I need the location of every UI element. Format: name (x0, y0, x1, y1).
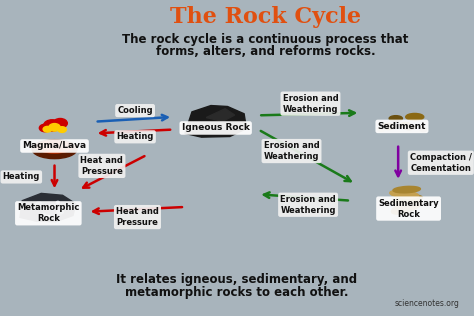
Circle shape (33, 208, 36, 210)
Circle shape (57, 210, 64, 214)
Text: It relates igneous, sedimentary, and: It relates igneous, sedimentary, and (117, 273, 357, 286)
Circle shape (43, 126, 52, 132)
Circle shape (41, 213, 46, 216)
Text: Heat and
Pressure: Heat and Pressure (116, 207, 159, 227)
Ellipse shape (37, 141, 72, 153)
Text: Erosion and
Weathering: Erosion and Weathering (264, 141, 319, 161)
Circle shape (58, 127, 66, 132)
Text: Erosion and
Weathering: Erosion and Weathering (283, 94, 338, 114)
Ellipse shape (382, 123, 396, 130)
Text: The Rock Cycle: The Rock Cycle (170, 6, 361, 28)
Text: metamorphic rocks to each other.: metamorphic rocks to each other. (125, 286, 349, 299)
Text: sciencenotes.org: sciencenotes.org (395, 299, 460, 308)
Circle shape (49, 204, 57, 210)
Circle shape (47, 216, 50, 217)
Text: Erosion and
Weathering: Erosion and Weathering (280, 195, 336, 215)
Ellipse shape (406, 113, 424, 120)
Ellipse shape (389, 116, 402, 121)
Ellipse shape (403, 125, 415, 130)
Circle shape (36, 202, 42, 206)
Text: Metamorphic
Rock: Metamorphic Rock (17, 203, 80, 223)
Text: Compaction /
Cementation: Compaction / Cementation (410, 153, 472, 173)
Text: Heat and
Pressure: Heat and Pressure (81, 156, 123, 176)
Circle shape (53, 118, 67, 128)
Text: The rock cycle is a continuous process that: The rock cycle is a continuous process t… (122, 33, 409, 46)
Circle shape (56, 201, 59, 203)
Ellipse shape (393, 186, 420, 193)
Ellipse shape (390, 190, 419, 198)
Ellipse shape (32, 140, 77, 159)
Circle shape (44, 120, 61, 131)
Circle shape (420, 127, 427, 132)
Circle shape (378, 126, 385, 131)
Polygon shape (206, 109, 235, 121)
Ellipse shape (400, 122, 410, 127)
Polygon shape (20, 193, 76, 222)
Text: Heating: Heating (117, 132, 154, 141)
Ellipse shape (391, 195, 422, 205)
Circle shape (39, 124, 51, 132)
Text: Sedimentary
Rock: Sedimentary Rock (378, 198, 439, 219)
Ellipse shape (392, 200, 422, 214)
Text: forms, alters, and reforms rocks.: forms, alters, and reforms rocks. (155, 45, 375, 58)
Text: Igneous Rock: Igneous Rock (182, 124, 250, 132)
Text: Magma/Lava: Magma/Lava (22, 142, 87, 150)
Text: Cooling: Cooling (117, 106, 153, 115)
Text: Sediment: Sediment (378, 122, 426, 131)
Text: Heating: Heating (3, 173, 40, 181)
Circle shape (49, 124, 60, 131)
Polygon shape (185, 106, 246, 137)
